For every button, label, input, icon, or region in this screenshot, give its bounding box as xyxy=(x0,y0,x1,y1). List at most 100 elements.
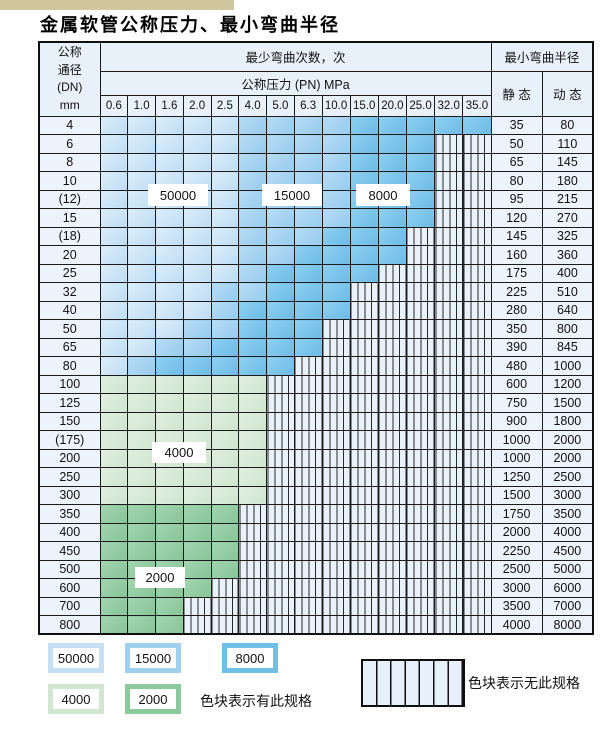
table-row: 20 160 360 xyxy=(38,245,594,265)
spec-cell-E xyxy=(127,615,156,635)
dynamic-radius-cell: 110 xyxy=(541,134,594,154)
spec-cell-H xyxy=(321,411,351,431)
spec-cell-H xyxy=(377,522,407,542)
spec-cell-H xyxy=(405,337,436,357)
dynamic-radius-cell: 8000 xyxy=(541,615,594,635)
dn-cell: 32 xyxy=(38,282,101,302)
spec-cell-H xyxy=(321,393,351,413)
static-radius-cell: 4000 xyxy=(490,615,543,635)
spec-cell-H xyxy=(293,467,323,487)
spec-cell-D xyxy=(238,319,267,339)
table-row: 25 175 400 xyxy=(38,263,594,283)
static-radius-cell: 1000 xyxy=(490,448,543,468)
dn-cell: 20 xyxy=(38,245,101,265)
spec-cell-M xyxy=(238,152,267,172)
spec-cell-E xyxy=(155,596,184,616)
static-radius-cell: 175 xyxy=(490,263,543,283)
spec-cell-H xyxy=(293,448,323,468)
spec-cell-L xyxy=(182,226,212,246)
spec-cell-G xyxy=(182,467,212,487)
spec-cell-M xyxy=(321,152,351,172)
spec-cell-E xyxy=(182,541,212,561)
static-radius-cell: 350 xyxy=(490,319,543,339)
dynamic-radius-cell: 4500 xyxy=(541,541,594,561)
dynamic-radius-cell: 2500 xyxy=(541,467,594,487)
static-radius-cell: 1250 xyxy=(490,467,543,487)
spec-cell-H xyxy=(266,541,295,561)
dynamic-header: 动 态 xyxy=(541,70,594,117)
dn-cell: 80 xyxy=(38,356,101,376)
spec-cell-E xyxy=(99,541,129,561)
spec-cell-H xyxy=(462,522,492,542)
spec-cell-H xyxy=(238,615,267,635)
spec-cell-L xyxy=(99,208,129,228)
spec-cell-H xyxy=(349,374,379,394)
spec-cell-D xyxy=(462,115,492,135)
table-row: 400 2000 4000 xyxy=(38,522,594,542)
spec-cell-M xyxy=(321,189,351,209)
spec-cell-H xyxy=(293,541,323,561)
spec-cell-D xyxy=(405,152,436,172)
spec-cell-L xyxy=(127,337,156,357)
dynamic-radius-cell: 270 xyxy=(541,208,594,228)
dn-cell: 800 xyxy=(38,615,101,635)
dn-cell: 350 xyxy=(38,504,101,524)
spec-cell-H xyxy=(266,522,295,542)
table-row: 200 1000 2000 xyxy=(38,448,594,468)
static-radius-cell: 900 xyxy=(490,411,543,431)
spec-cell-H xyxy=(238,522,267,542)
static-radius-cell: 1750 xyxy=(490,504,543,524)
spec-cell-L xyxy=(210,171,240,191)
spec-cell-H xyxy=(266,393,295,413)
legend-no-spec-text: 色块表示无此规格 xyxy=(468,675,580,691)
spec-cell-H xyxy=(405,504,436,524)
table-row: 40 280 640 xyxy=(38,300,594,320)
spec-cell-H xyxy=(434,430,464,450)
spec-cell-H xyxy=(377,448,407,468)
dn-cell: (175) xyxy=(38,430,101,450)
table-row: 100 600 1200 xyxy=(38,374,594,394)
dn-header-line1: 公称 xyxy=(57,45,82,60)
spec-cell-L xyxy=(210,226,240,246)
spec-cell-E xyxy=(99,522,129,542)
static-radius-cell: 65 xyxy=(490,152,543,172)
spec-cell-M xyxy=(238,115,267,135)
spec-cell-H xyxy=(377,300,407,320)
spec-cell-L xyxy=(210,208,240,228)
spec-cell-G xyxy=(155,467,184,487)
spec-cell-H xyxy=(349,541,379,561)
dn-cell: 300 xyxy=(38,485,101,505)
spec-cell-L xyxy=(127,115,156,135)
spec-cell-H xyxy=(405,467,436,487)
static-radius-cell: 2250 xyxy=(490,541,543,561)
spec-cell-H xyxy=(405,578,436,598)
spec-cell-H xyxy=(462,282,492,302)
spec-cell-H xyxy=(266,596,295,616)
spec-cell-H xyxy=(238,596,267,616)
spec-cell-H xyxy=(405,226,436,246)
spec-cell-H xyxy=(349,356,379,376)
spec-cell-D xyxy=(405,189,436,209)
dynamic-radius-cell: 510 xyxy=(541,282,594,302)
legend-swatch-50000: 50000 xyxy=(48,643,104,673)
spec-cell-H xyxy=(321,504,351,524)
spec-cell-H xyxy=(321,319,351,339)
spec-cell-D xyxy=(266,263,295,283)
spec-cell-H xyxy=(462,245,492,265)
static-radius-cell: 95 xyxy=(490,189,543,209)
spec-cell-H xyxy=(462,263,492,283)
spec-cell-D xyxy=(377,226,407,246)
spec-cell-H xyxy=(405,430,436,450)
dn-cell: 450 xyxy=(38,541,101,561)
zone-label-2000: 2000 xyxy=(135,567,185,588)
static-radius-cell: 390 xyxy=(490,337,543,357)
spec-cell-H xyxy=(210,578,240,598)
pressure-tick: 35.0 xyxy=(462,94,492,117)
dynamic-radius-cell: 845 xyxy=(541,337,594,357)
dn-cell: 100 xyxy=(38,374,101,394)
spec-cell-H xyxy=(462,356,492,376)
spec-cell-H xyxy=(349,393,379,413)
spec-cell-L xyxy=(99,115,129,135)
table-row: 50 350 800 xyxy=(38,319,594,339)
spec-cell-D xyxy=(349,226,379,246)
